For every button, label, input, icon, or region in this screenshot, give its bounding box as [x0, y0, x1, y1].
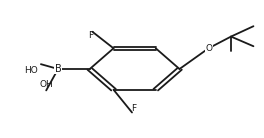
Text: HO: HO	[25, 66, 38, 75]
Text: OH: OH	[39, 80, 53, 89]
Text: B: B	[55, 64, 62, 74]
Text: F: F	[88, 31, 94, 40]
Text: O: O	[205, 44, 212, 53]
Text: F: F	[131, 104, 136, 113]
